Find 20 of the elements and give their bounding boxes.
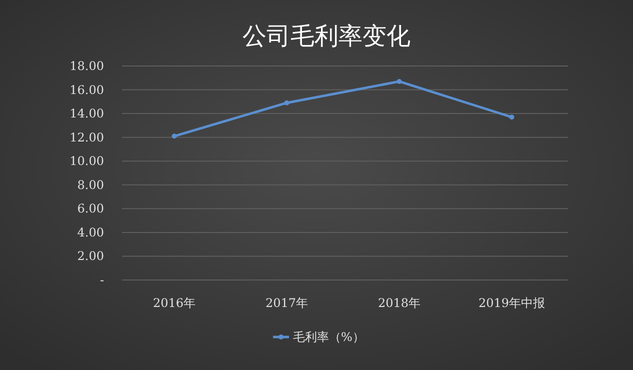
y-tick-label: 10.00 [70,154,104,168]
x-tick-label: 2016年 [152,296,196,310]
y-tick-label: 12.00 [70,130,104,144]
point [396,78,402,84]
y-tick-label: 16.00 [70,82,104,97]
x-tick-label: 2018年 [378,296,421,310]
chart-title: 公司毛利率变化 [242,22,410,50]
y-tick-label: 18.00 [70,59,104,73]
y-tick-label: - [100,273,104,287]
y-tick-label: 4.00 [77,225,104,240]
y-tick-label: 6.00 [77,202,104,216]
x-tick-label: 2019年中报 [478,296,546,310]
point [284,100,290,106]
point [509,114,514,120]
legend-label: 毛利率（%） [293,330,364,344]
y-tick-label: 2.00 [77,249,104,264]
y-tick-label: 14.00 [70,106,104,121]
y-tick-label: 8.00 [77,178,104,192]
x-tick-label: 2017年 [265,296,308,310]
point [172,134,177,139]
